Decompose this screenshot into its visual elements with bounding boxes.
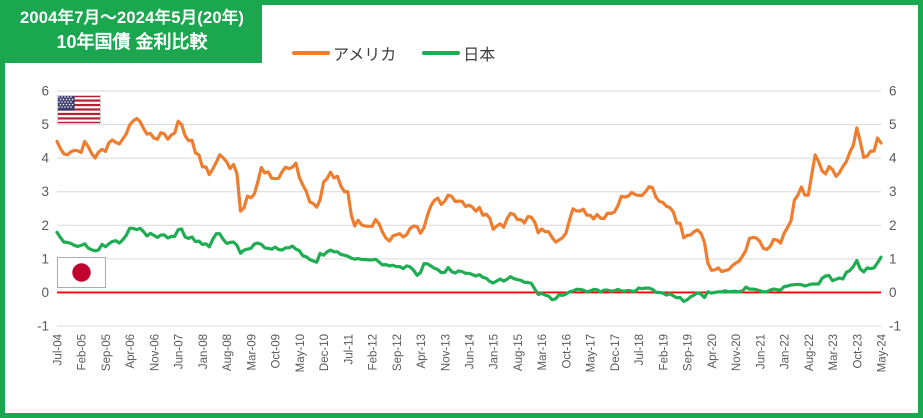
svg-text:3: 3 xyxy=(889,184,897,199)
svg-text:Jan-15: Jan-15 xyxy=(489,334,501,369)
svg-text:Feb-12: Feb-12 xyxy=(368,334,380,370)
svg-text:Mar-23: Mar-23 xyxy=(828,334,840,370)
svg-text:Apr-06: Apr-06 xyxy=(125,334,137,369)
svg-text:-1: -1 xyxy=(37,319,49,334)
svg-text:Jul-11: Jul-11 xyxy=(343,334,355,364)
svg-text:Dec-10: Dec-10 xyxy=(319,334,331,371)
svg-text:Jul-18: Jul-18 xyxy=(634,334,646,365)
svg-text:Jun-14: Jun-14 xyxy=(465,333,477,369)
svg-text:6: 6 xyxy=(41,84,49,99)
svg-text:Feb-19: Feb-19 xyxy=(658,334,670,370)
svg-text:Dec-17: Dec-17 xyxy=(610,334,622,371)
svg-text:Oct-09: Oct-09 xyxy=(271,334,283,369)
svg-text:Sep-05: Sep-05 xyxy=(101,334,113,371)
svg-text:2: 2 xyxy=(41,218,49,233)
svg-text:4: 4 xyxy=(889,151,897,166)
legend-label-us: アメリカ xyxy=(333,47,397,64)
svg-text:Jan-22: Jan-22 xyxy=(780,334,792,369)
svg-text:2: 2 xyxy=(889,218,897,233)
svg-text:Oct-16: Oct-16 xyxy=(561,334,573,369)
svg-text:Feb-05: Feb-05 xyxy=(77,334,89,370)
line-chart: 6 6 5 5 4 4 3 3 2 2 1 1 0 0 -1 -1 Jul-04 Feb-05 Sep-05 Apr-… xyxy=(37,84,901,373)
svg-text:Nov-06: Nov-06 xyxy=(149,334,161,371)
svg-text:5: 5 xyxy=(41,117,49,132)
chart-title-period: 2004年7月～2024年5月(20年) xyxy=(20,9,245,27)
legend-label-japan: 日本 xyxy=(463,47,496,64)
svg-text:Aug-22: Aug-22 xyxy=(804,334,816,371)
svg-text:Aug-08: Aug-08 xyxy=(222,334,234,371)
svg-text:May-17: May-17 xyxy=(586,334,598,372)
svg-text:Mar-16: Mar-16 xyxy=(537,334,549,370)
svg-text:Jun-21: Jun-21 xyxy=(755,334,767,369)
svg-text:Nov-13: Nov-13 xyxy=(440,334,452,371)
svg-text:Jul-04: Jul-04 xyxy=(53,333,65,365)
svg-text:Mar-09: Mar-09 xyxy=(246,334,258,370)
svg-text:1: 1 xyxy=(41,251,49,266)
us-flag-icon xyxy=(57,95,101,124)
chart-title-box: 2004年7月～2024年5月(20年) 10年国債 金利比較 xyxy=(5,5,263,63)
legend-item-us: アメリカ xyxy=(292,41,396,65)
us-series-swatch xyxy=(292,50,330,56)
svg-text:Jun-07: Jun-07 xyxy=(174,334,186,369)
japan-flag-icon xyxy=(57,257,106,288)
svg-text:3: 3 xyxy=(41,184,49,199)
svg-text:-1: -1 xyxy=(889,319,901,334)
svg-text:Sep-12: Sep-12 xyxy=(392,334,404,371)
svg-text:Jan-08: Jan-08 xyxy=(198,334,210,369)
svg-text:0: 0 xyxy=(41,285,49,300)
svg-text:5: 5 xyxy=(889,117,897,132)
svg-text:Nov-20: Nov-20 xyxy=(731,334,743,371)
legend: アメリカ 日本 xyxy=(292,41,495,65)
chart-title-name: 10年国債 金利比較 xyxy=(56,32,208,53)
japan-series-swatch xyxy=(422,50,461,56)
svg-text:May-24: May-24 xyxy=(877,333,889,372)
svg-text:Apr-13: Apr-13 xyxy=(416,334,428,369)
svg-text:May-10: May-10 xyxy=(295,334,307,372)
svg-text:4: 4 xyxy=(41,151,49,166)
legend-item-japan: 日本 xyxy=(422,41,495,65)
svg-text:Aug-15: Aug-15 xyxy=(513,334,525,371)
svg-text:0: 0 xyxy=(889,285,897,300)
svg-text:6: 6 xyxy=(889,84,897,99)
svg-text:Oct-23: Oct-23 xyxy=(852,334,864,369)
svg-text:Apr-20: Apr-20 xyxy=(707,334,719,369)
svg-text:1: 1 xyxy=(889,251,897,266)
svg-text:Sep-19: Sep-19 xyxy=(683,334,695,371)
